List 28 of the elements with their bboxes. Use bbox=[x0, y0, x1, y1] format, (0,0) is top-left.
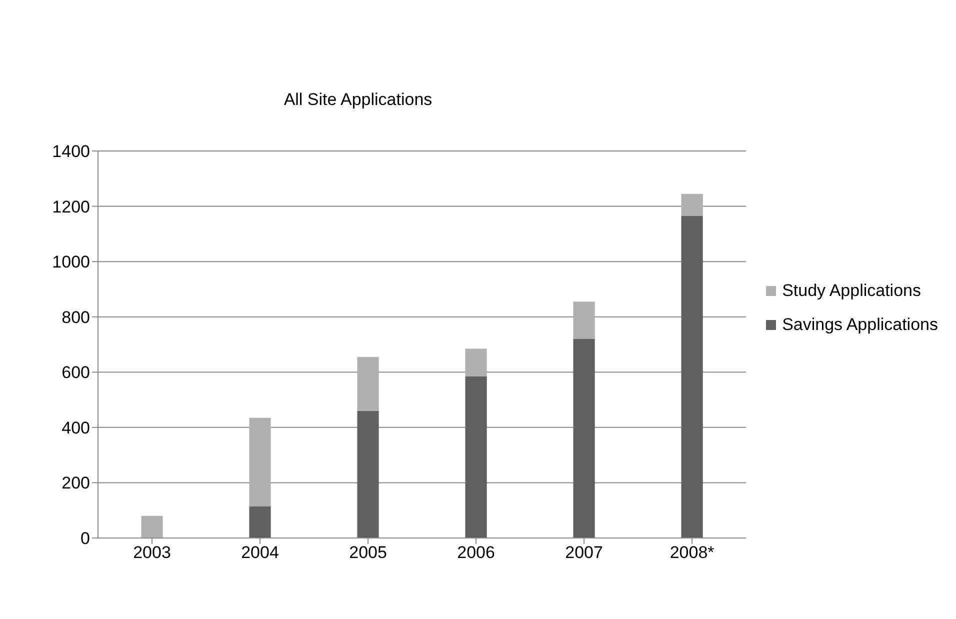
chart-title: All Site Applications bbox=[282, 90, 434, 110]
y-tick-label: 1200 bbox=[52, 197, 90, 216]
bar bbox=[357, 356, 379, 411]
legend-label: Study Applications bbox=[782, 281, 921, 301]
legend-label: Savings Applications bbox=[782, 315, 938, 335]
y-tick-label: 1000 bbox=[52, 252, 90, 272]
bar bbox=[573, 302, 595, 339]
x-tick-label: 2006 bbox=[457, 543, 495, 562]
bar bbox=[141, 516, 163, 538]
bar bbox=[465, 376, 487, 538]
y-tick-label: 600 bbox=[62, 363, 90, 382]
x-tick-label: 2007 bbox=[565, 543, 603, 562]
x-tick-label: 2003 bbox=[133, 543, 171, 562]
x-tick-label: 2005 bbox=[349, 543, 387, 562]
y-tick-label: 200 bbox=[62, 474, 90, 493]
x-tick-label: 2008* bbox=[670, 543, 715, 562]
bar bbox=[465, 348, 487, 376]
y-tick-label: 400 bbox=[62, 418, 90, 438]
bar bbox=[681, 216, 703, 538]
bar bbox=[573, 338, 595, 538]
bar bbox=[249, 506, 271, 538]
y-tick-label: 0 bbox=[80, 529, 90, 548]
x-tick-label: 2004 bbox=[241, 543, 279, 562]
bar bbox=[357, 410, 379, 538]
y-tick-label: 1400 bbox=[52, 142, 90, 162]
bar bbox=[681, 194, 703, 216]
bar bbox=[249, 418, 271, 506]
y-tick-label: 800 bbox=[62, 308, 90, 327]
